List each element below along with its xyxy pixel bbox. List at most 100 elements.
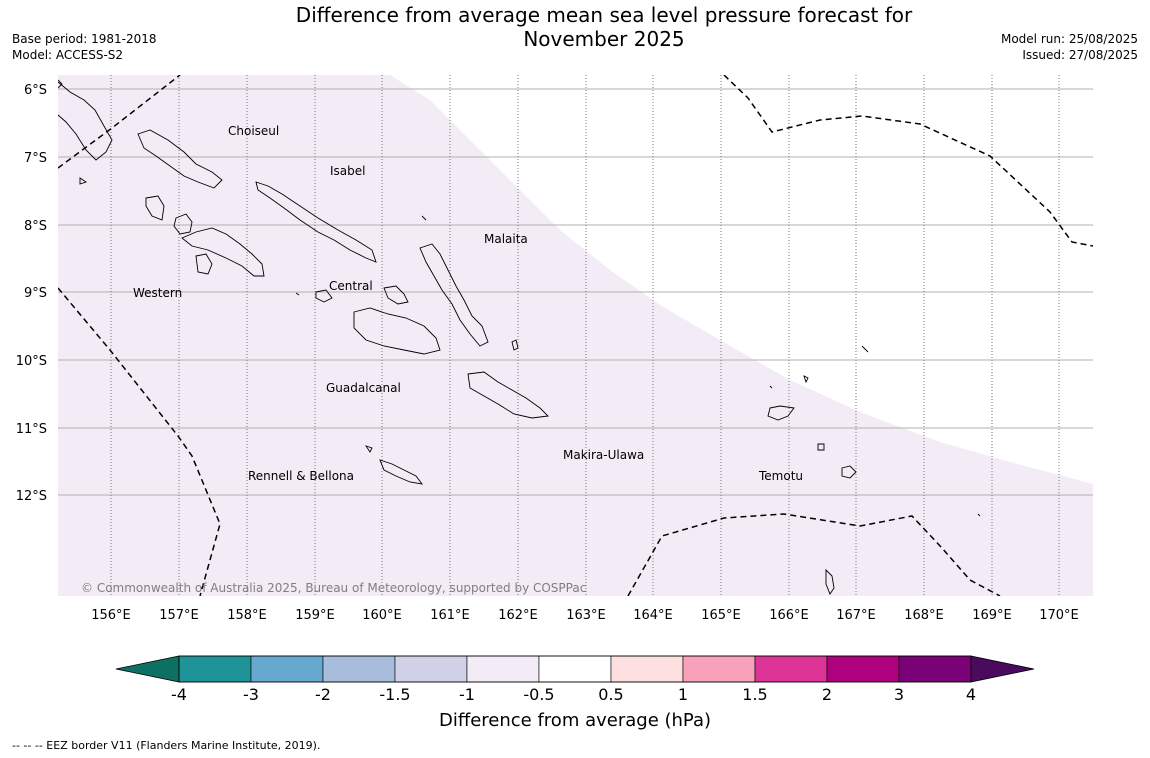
colorbar-segment	[610, 655, 684, 683]
coastlines	[58, 79, 981, 595]
colorbar-segments	[178, 655, 972, 683]
island-buka	[58, 79, 63, 89]
lon-tick-label: 161°E	[430, 608, 470, 623]
island-small-3	[421, 215, 427, 221]
island-isabel	[255, 181, 377, 263]
colorbar-tick-label: -0.5	[523, 685, 554, 704]
island-santa-cruz	[767, 405, 795, 421]
eez-borders	[58, 75, 1093, 596]
colorbar-segment	[394, 655, 468, 683]
island-reef-islands	[803, 375, 809, 384]
eez-border-south	[627, 513, 1001, 596]
colorbar-tick-label: -4	[171, 685, 187, 704]
colorbar-tick-label: -2	[315, 685, 331, 704]
longitude-tick-labels: 156°E 157°E 158°E 159°E 160°E 161°E 162°…	[91, 608, 1079, 623]
island-bellona	[364, 445, 373, 453]
island-small-5	[79, 177, 88, 185]
lat-tick-label: 12°S	[16, 489, 47, 504]
colorbar-tick-label: 1.5	[742, 685, 767, 704]
eez-legend-footnote: -- -- -- EEZ border V11 (Flanders Marine…	[12, 739, 321, 752]
place-label-isabel: Isabel	[330, 164, 365, 178]
chart-title: Difference from average mean sea level p…	[0, 3, 1150, 51]
island-new-georgia	[181, 227, 265, 277]
place-label-makira-ulawa: Makira-Ulawa	[563, 448, 644, 462]
island-utupua	[817, 443, 825, 451]
lon-tick-label: 165°E	[701, 608, 741, 623]
eez-border-north-west	[58, 75, 181, 169]
eez-border-west	[58, 287, 221, 596]
colorbar-tick-label: -3	[243, 685, 259, 704]
eez-border-north-east	[723, 75, 1093, 247]
island-vella-lavella	[173, 213, 193, 235]
island-shortland	[145, 195, 165, 221]
colorbar-tick-label: 2	[822, 685, 832, 704]
island-guadalcanal	[353, 307, 441, 355]
issued-date: Issued: 27/08/2025	[1022, 48, 1138, 62]
lon-tick-label: 157°E	[159, 608, 199, 623]
place-label-malaita: Malaita	[484, 232, 528, 246]
place-label-western: Western	[133, 286, 182, 300]
colorbar-segment	[178, 655, 252, 683]
meta-left: Base period: 1981-2018 Model: ACCESS-S2	[12, 31, 157, 63]
island-small-1	[861, 345, 869, 353]
lat-tick-label: 6°S	[24, 83, 47, 98]
island-small-4	[769, 385, 773, 389]
island-rennell	[379, 459, 424, 485]
lat-tick-label: 10°S	[16, 354, 47, 369]
lon-tick-label: 170°E	[1039, 608, 1079, 623]
island-bougainville	[58, 81, 113, 161]
colorbar-tick-label: -1.5	[379, 685, 410, 704]
colorbar-segment	[754, 655, 828, 683]
colorbar-segment	[322, 655, 396, 683]
colorbar-under-arrow	[115, 655, 180, 683]
colorbar-tick-label: 1	[678, 685, 688, 704]
island-vanikoro	[841, 465, 857, 479]
colorbar-tick-label: -1	[459, 685, 475, 704]
colorbar-segment	[466, 655, 540, 683]
meta-right: Model run: 25/08/2025 Issued: 27/08/2025	[1001, 31, 1138, 63]
place-labels: Choiseul Isabel Malaita Western Central …	[133, 124, 803, 483]
place-label-rennell-bellona: Rennell & Bellona	[248, 469, 354, 483]
lon-tick-label: 167°E	[836, 608, 876, 623]
colorbar-outline	[178, 655, 972, 683]
colorbar-tick-label: 3	[894, 685, 904, 704]
title-line-1: Difference from average mean sea level p…	[295, 3, 913, 27]
lat-tick-label: 7°S	[24, 151, 47, 166]
island-small-6	[295, 292, 300, 296]
colorbar-tick-label: 4	[966, 685, 976, 704]
lon-tick-label: 168°E	[904, 608, 944, 623]
title-line-2: November 2025	[523, 27, 685, 51]
anomaly-region	[58, 75, 1093, 596]
lon-tick-label: 160°E	[362, 608, 402, 623]
colorbar-tick-labels: -4 -3 -2 -1.5 -1 -0.5 0.5 1 1.5 2 3 4	[171, 685, 976, 704]
lon-tick-label: 158°E	[227, 608, 267, 623]
colorbar-segment	[898, 655, 972, 683]
latitude-tick-labels: 6°S 7°S 8°S 9°S 10°S 11°S 12°S	[16, 83, 47, 504]
island-malaita	[419, 243, 489, 347]
lon-tick-label: 166°E	[769, 608, 809, 623]
lon-tick-label: 164°E	[633, 608, 673, 623]
island-rendova	[195, 253, 213, 275]
island-ulawa	[511, 339, 519, 351]
colorbar-tick-label: 0.5	[598, 685, 623, 704]
place-label-central: Central	[329, 279, 373, 293]
lon-tick-label: 159°E	[295, 608, 335, 623]
model-run: Model run: 25/08/2025	[1000, 32, 1138, 46]
base-period: Base period: 1981-2018	[12, 32, 157, 46]
latitude-gridlines	[58, 88, 1093, 496]
colorbar-over-arrow	[970, 655, 1035, 683]
island-small-2	[977, 513, 981, 517]
place-label-guadalcanal: Guadalcanal	[326, 381, 401, 395]
colorbar-segment	[538, 655, 612, 683]
lat-tick-label: 8°S	[24, 219, 47, 234]
island-makira	[467, 371, 549, 419]
colorbar: -4 -3 -2 -1.5 -1 -0.5 0.5 1 1.5 2 3 4 Difference fr…	[115, 655, 1035, 731]
colorbar-label: Difference from average (hPa)	[439, 710, 711, 731]
copyright-notice: © Commonwealth of Australia 2025, Bureau…	[81, 581, 586, 595]
lon-tick-label: 169°E	[972, 608, 1012, 623]
colorbar-segment	[250, 655, 324, 683]
place-label-choiseul: Choiseul	[228, 124, 279, 138]
island-choiseul	[137, 129, 223, 189]
lat-tick-label: 9°S	[24, 286, 47, 301]
